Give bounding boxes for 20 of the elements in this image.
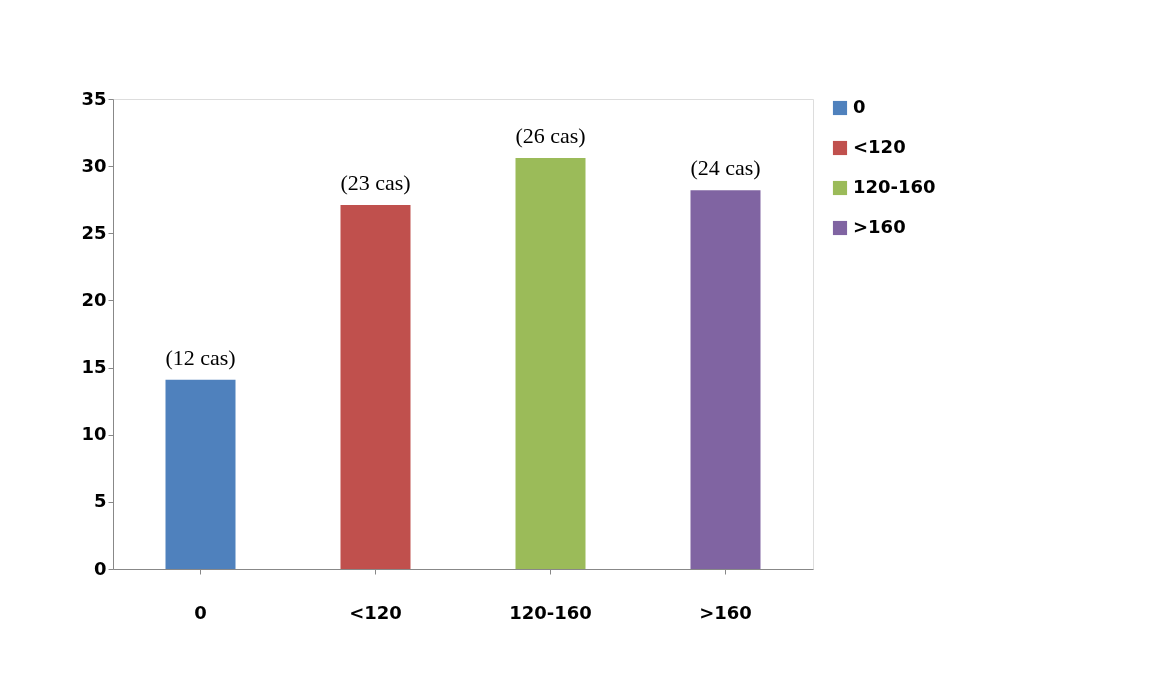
x-tick-label: 120-160 [509, 601, 592, 623]
x-tick-label: 0 [194, 601, 207, 623]
y-tick-label: 25 [81, 221, 107, 243]
y-tick-label: 30 [81, 154, 107, 176]
x-tick-label: >160 [699, 601, 752, 623]
y-tick-label: 20 [81, 288, 107, 310]
y-tick-label: 10 [81, 423, 107, 445]
y-tick-label: 0 [93, 557, 107, 579]
annotation: (26 cas) [515, 123, 586, 149]
legend-label: >160 [853, 216, 906, 237]
y-tick-label: 5 [93, 490, 107, 512]
annotation: (23 cas) [340, 170, 411, 196]
annotation: (24 cas) [690, 155, 761, 181]
annotation: (12 cas) [165, 344, 236, 370]
legend-label: <120 [853, 136, 906, 157]
x-tick-label: <120 [349, 601, 402, 623]
y-tick-label: 35 [81, 87, 107, 109]
legend-label: 120-160 [853, 176, 936, 197]
legend-label: 0 [853, 96, 866, 117]
y-tick-label: 15 [81, 356, 107, 378]
